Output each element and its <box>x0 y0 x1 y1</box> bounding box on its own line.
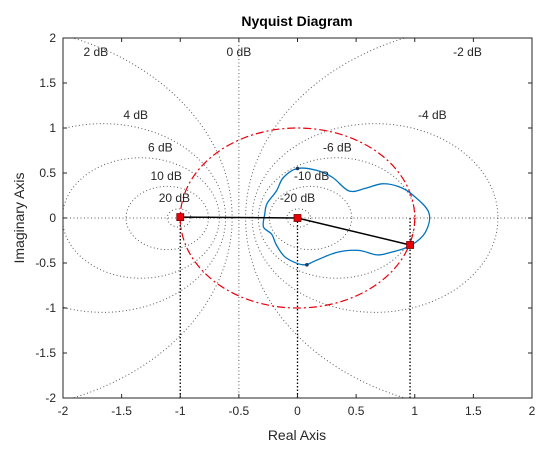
y-tick-label-3: 0.5 <box>39 166 56 180</box>
y-tick-label-6: -1 <box>45 301 56 315</box>
x-tick-label-8: 2 <box>529 404 536 418</box>
y-tick-label-2: 1 <box>49 121 56 135</box>
curve-dot-0 <box>295 166 300 171</box>
marker-square-2 <box>406 241 414 249</box>
x-tick-label-0: -2 <box>58 404 69 418</box>
x-tick-label-1: -1.5 <box>111 404 132 418</box>
x-axis-label: Real Axis <box>268 427 326 443</box>
x-tick-label-3: -0.5 <box>229 404 250 418</box>
db-label-2: 2 dB <box>83 45 108 59</box>
y-tick-label-7: -1.5 <box>35 346 56 360</box>
m-circle-20db <box>166 208 192 228</box>
db-label-3: -4 dB <box>418 108 447 122</box>
chart-title: Nyquist Diagram <box>241 13 352 29</box>
db-label-8: 10 dB <box>151 169 182 183</box>
y-tick-label-4: 0 <box>49 211 56 225</box>
db-label-5: -6 dB <box>323 140 352 154</box>
x-tick-label-5: 0.5 <box>348 404 365 418</box>
plot-area: 0 dB -2 dB 2 dB -4 dB 4 dB -6 dB 6 dB -10 dB 10 … <box>35 31 536 418</box>
db-label-4: 4 dB <box>123 108 148 122</box>
y-tick-label-8: -2 <box>45 391 56 405</box>
m-circle--20db <box>286 208 312 228</box>
y-tick-label-5: -0.5 <box>35 256 56 270</box>
y-tick-label-1: 1.5 <box>39 76 56 90</box>
nyquist-curve <box>262 167 431 266</box>
db-label-1: -2 dB <box>453 45 482 59</box>
db-label-7: -10 dB <box>294 169 329 183</box>
marker-square-0 <box>176 213 185 222</box>
db-label-10: 20 dB <box>159 191 190 205</box>
db-label-9: -20 dB <box>280 191 315 205</box>
x-tick-label-7: 1.5 <box>465 404 482 418</box>
plot-clip-group <box>63 38 532 398</box>
db-label-6: 6 dB <box>148 140 173 154</box>
db-label-0: 0 dB <box>227 45 252 59</box>
x-tick-label-6: 1 <box>411 404 418 418</box>
m-circle--10db <box>268 185 353 251</box>
marker-square-1 <box>293 214 302 222</box>
x-tick-label-4: 0 <box>294 404 301 418</box>
x-tick-label-2: -1 <box>175 404 186 418</box>
y-axis-label: Imaginary Axis <box>11 172 27 263</box>
curve-dot-1 <box>305 263 309 267</box>
y-tick-label-0: 2 <box>49 31 56 45</box>
